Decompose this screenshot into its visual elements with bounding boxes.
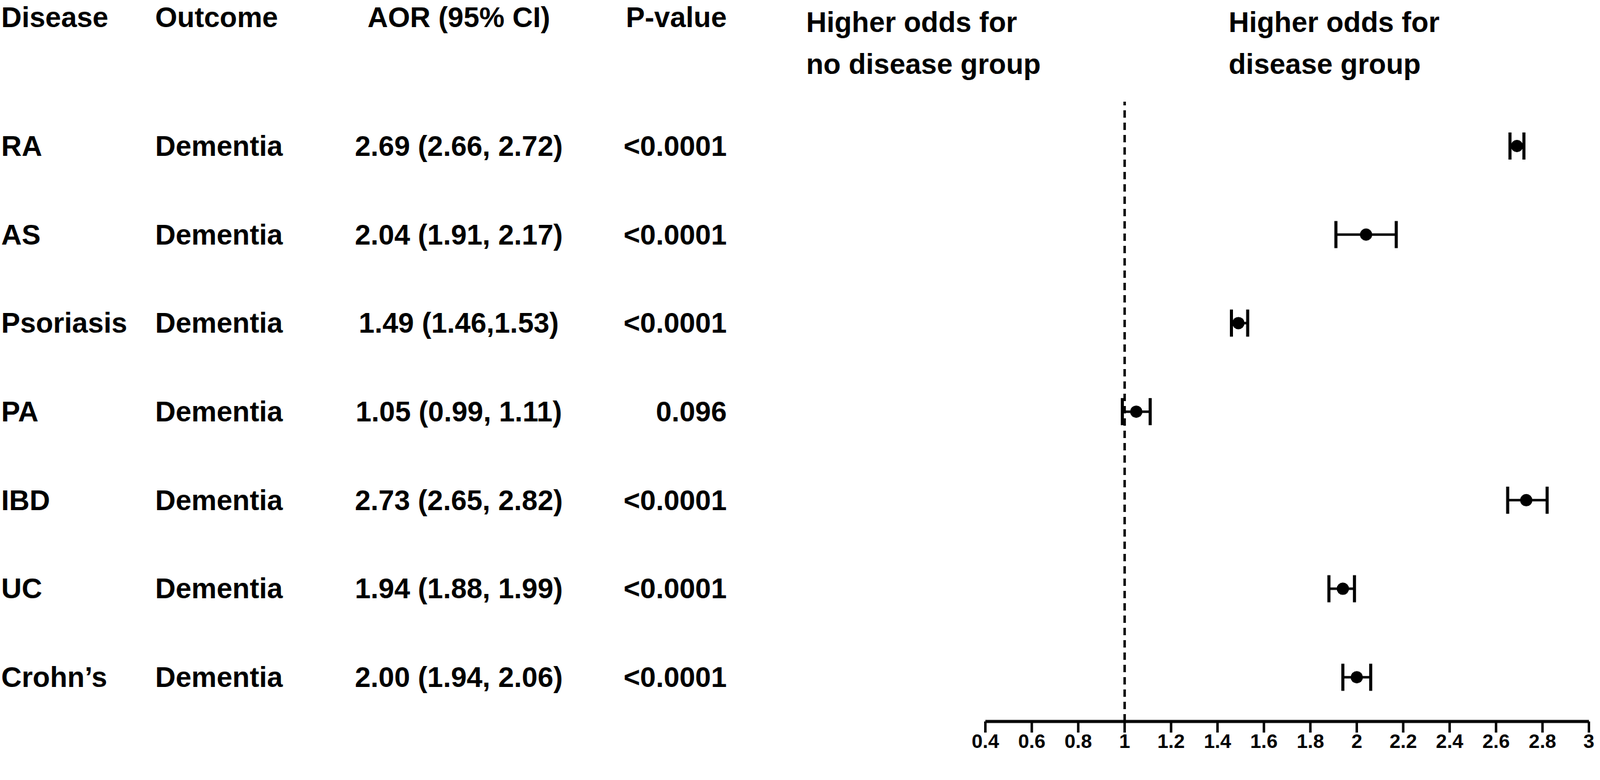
html-text:1.49 (1.46,1.53): 1.49 (1.46,1.53) [358, 306, 559, 339]
svg-text:3: 3 [1583, 729, 1595, 752]
html-text:Outcome: Outcome [155, 1, 278, 34]
svg-text:0.8: 0.8 [1064, 729, 1092, 752]
html-text:<0.0001: <0.0001 [623, 660, 727, 693]
html-text:AOR (95% CI): AOR (95% CI) [367, 1, 551, 34]
svg-text:2.6: 2.6 [1482, 729, 1510, 752]
html-text:P-value: P-value [625, 1, 727, 34]
html-text:disease group: disease group [1228, 48, 1421, 81]
html-text:Disease: Disease [1, 1, 109, 34]
svg-text:0.4: 0.4 [971, 729, 1000, 752]
svg-text:2.4: 2.4 [1436, 729, 1464, 752]
html-text:Higher odds for: Higher odds for [1228, 6, 1440, 39]
html-text:<0.0001: <0.0001 [623, 572, 727, 605]
html-text:<0.0001: <0.0001 [623, 306, 727, 339]
html-text:Higher odds for: Higher odds for [806, 6, 1018, 39]
html-text:<0.0001: <0.0001 [623, 218, 727, 251]
html-text:<0.0001: <0.0001 [623, 129, 727, 162]
html-text:RA: RA [1, 129, 43, 162]
html-text:<0.0001: <0.0001 [623, 483, 727, 516]
html-text:Crohn’s: Crohn’s [1, 660, 108, 693]
svg-text:2.8: 2.8 [1528, 729, 1556, 752]
html-text:Dementia: Dementia [155, 660, 283, 693]
html-text:2.04 (1.91, 2.17): 2.04 (1.91, 2.17) [354, 218, 563, 251]
svg-text:1.2: 1.2 [1157, 729, 1185, 752]
html-text:2.00 (1.94, 2.06): 2.00 (1.94, 2.06) [354, 660, 563, 693]
html-text:no disease group: no disease group [806, 48, 1041, 81]
html-text:Dementia: Dementia [155, 218, 283, 251]
html-text:Dementia: Dementia [155, 306, 283, 339]
svg-text:1.4: 1.4 [1204, 729, 1232, 752]
html-text:UC: UC [1, 572, 43, 605]
html-text:1.05 (0.99, 1.11): 1.05 (0.99, 1.11) [355, 395, 562, 428]
svg-text:1.6: 1.6 [1250, 729, 1278, 752]
html-text:AS: AS [1, 218, 41, 251]
svg-text:1.8: 1.8 [1296, 729, 1324, 752]
html-text:Dementia: Dementia [155, 395, 283, 428]
html-text:Dementia: Dementia [155, 129, 283, 162]
svg-text:1: 1 [1119, 729, 1131, 752]
html-text:2.73 (2.65, 2.82): 2.73 (2.65, 2.82) [354, 483, 563, 516]
html-text:Psoriasis: Psoriasis [1, 306, 128, 339]
html-text:IBD: IBD [1, 483, 51, 516]
svg-text:2: 2 [1351, 729, 1363, 752]
html-text:Dementia: Dementia [155, 572, 283, 605]
html-text:0.096: 0.096 [655, 395, 727, 428]
html-text:2.69 (2.66, 2.72): 2.69 (2.66, 2.72) [354, 129, 563, 162]
html-text:1.94 (1.88, 1.99): 1.94 (1.88, 1.99) [354, 572, 563, 605]
svg-text:2.2: 2.2 [1389, 729, 1417, 752]
html-text:PA: PA [1, 395, 39, 428]
html-text:Dementia: Dementia [155, 483, 283, 516]
svg-text:0.6: 0.6 [1018, 729, 1046, 752]
